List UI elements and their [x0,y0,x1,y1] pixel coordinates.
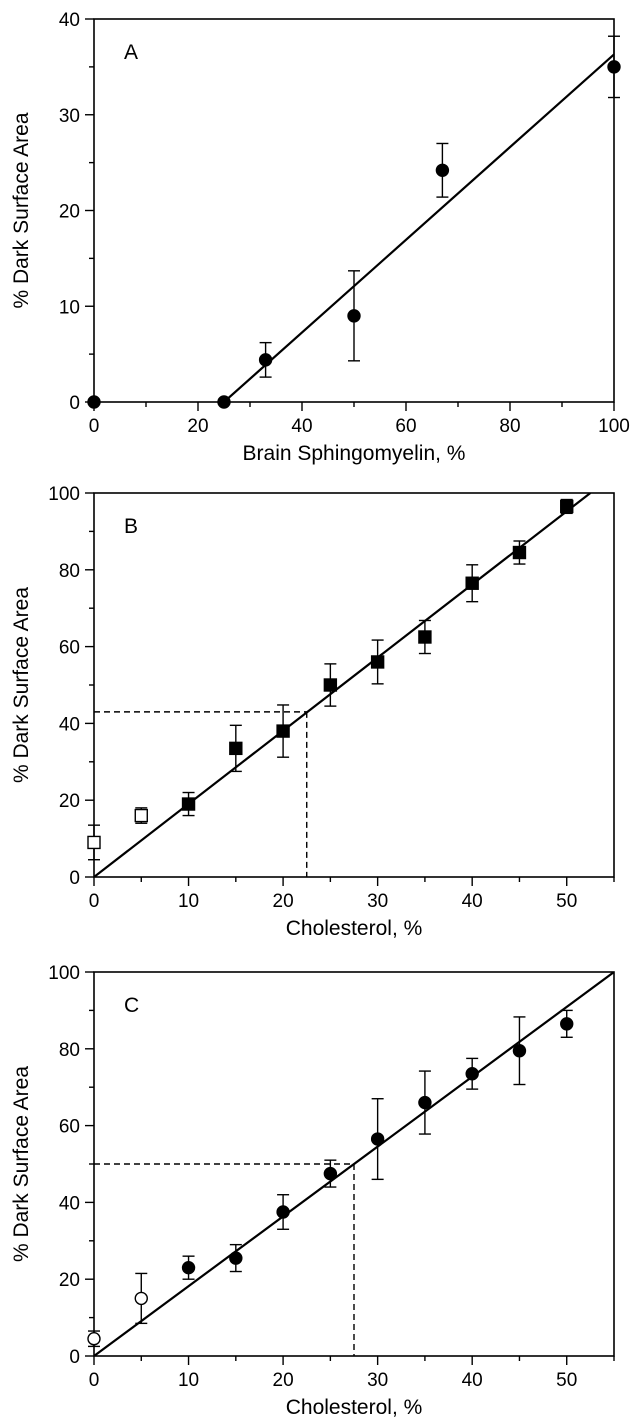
data-point [229,741,243,756]
y-tick-label: 100 [48,484,80,505]
data-point [607,60,621,74]
y-tick-label: 60 [59,1117,80,1138]
x-tick-label: 0 [89,1370,100,1391]
y-tick-label: 0 [69,868,80,889]
y-tick-label: 60 [59,638,80,659]
y-tick-label: 20 [59,791,80,812]
x-tick-label: 20 [187,416,208,437]
panel-label: B [124,515,138,538]
data-point [217,395,231,409]
data-point [370,655,385,669]
x-tick-label: 20 [273,891,294,912]
y-tick-label: 40 [59,10,80,31]
x-axis-title: Cholesterol, % [286,1396,423,1419]
panel-label: A [124,41,138,64]
y-tick-label: 80 [59,561,80,582]
x-tick-label: 30 [367,1370,388,1391]
data-point [512,545,527,560]
y-tick-label: 20 [59,202,80,223]
y-tick-label: 40 [59,714,80,735]
y-tick-label: 10 [59,297,80,318]
x-tick-label: 30 [367,891,388,912]
fit-line [94,972,614,1356]
x-tick-label: 80 [499,416,520,437]
y-axis-title: % Dark Surface Area [10,112,33,308]
x-tick-label: 10 [178,891,199,912]
data-point [465,1067,479,1081]
x-tick-label: 50 [556,1370,577,1391]
data-point [87,1332,101,1346]
data-point [276,724,290,738]
x-axis-title: Cholesterol, % [286,917,423,940]
data-point [347,309,361,323]
y-tick-label: 30 [59,106,80,127]
data-point [134,1291,148,1306]
x-tick-label: 40 [462,1370,483,1391]
x-tick-label: 100 [598,416,630,437]
data-point [258,353,273,367]
y-axis-title: % Dark Surface Area [10,1066,33,1262]
data-point [465,576,479,590]
data-point [323,678,338,692]
y-tick-label: 0 [69,1347,80,1368]
chart-panel-a: 0 20 40 60 80 100 0 10 20 30 40 Brain Sphingomyelin… [10,10,630,465]
data-point [560,1017,574,1031]
x-tick-label: 0 [89,416,100,437]
x-tick-label: 50 [556,891,577,912]
fit-line [223,53,614,402]
y-axis-title: % Dark Surface Area [10,587,33,783]
x-tick-label: 40 [291,416,312,437]
data-point [418,1095,432,1110]
data-point [276,1205,290,1219]
plot-frame [93,492,615,878]
x-axis-title: Brain Sphingomyelin, % [243,442,466,465]
data-point [229,1251,243,1265]
x-tick-label: 10 [178,1370,199,1391]
data-point [181,1260,196,1275]
x-tick-label: 60 [395,416,416,437]
data-point [87,395,101,409]
y-tick-label: 100 [48,963,80,984]
chart-panel-c: 0 10 20 30 40 50 0 20 40 60 80 100 Cholesterol, % % D… [10,963,615,1419]
y-tick-label: 20 [59,1270,80,1291]
x-tick-label: 40 [462,891,483,912]
data-point [323,1166,338,1181]
y-tick-label: 80 [59,1040,80,1061]
data-point [134,808,148,823]
x-tick-label: 20 [273,1370,294,1391]
fit-line [94,493,592,877]
y-tick-label: 0 [69,393,80,414]
y-tick-label: 40 [59,1193,80,1214]
panel-label: C [124,994,139,1017]
data-point [370,1132,385,1146]
x-tick-label: 0 [89,891,100,912]
data-point [181,797,196,811]
chart-panel-b: 0 10 20 30 40 50 0 20 40 60 80 100 Cholesterol, % % D… [10,484,615,940]
data-point [418,630,432,644]
data-point [87,835,101,850]
data-point [512,1044,527,1058]
data-point [435,163,450,177]
data-point [560,499,574,514]
